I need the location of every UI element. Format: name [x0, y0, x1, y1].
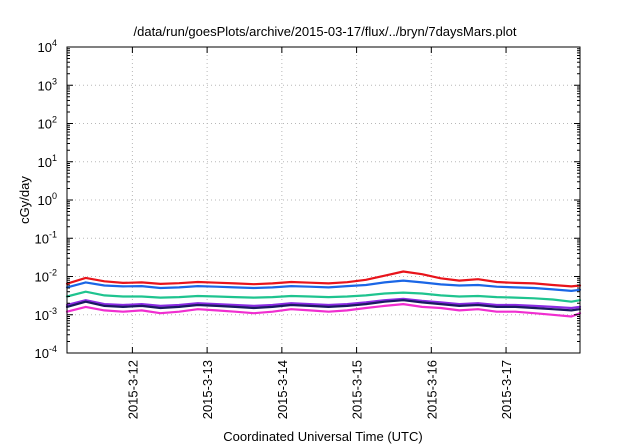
x-tick-label: 2015-3-15	[350, 360, 365, 419]
series-line-5	[65, 299, 582, 312]
series-line-6	[65, 303, 582, 318]
x-tick-label: 2015-3-16	[424, 360, 439, 419]
y-tick-label: 100	[38, 191, 57, 208]
chart-title: /data/run/goesPlots/archive/2015-03-17/f…	[134, 24, 517, 39]
y-tick-label: 103	[38, 76, 57, 93]
y-tick-label: 10-1	[35, 229, 57, 246]
series-line-3	[65, 290, 582, 303]
y-axis-label: cGy/day	[17, 176, 32, 224]
x-tick-label: 2015-3-14	[275, 360, 290, 419]
series-line-2	[65, 279, 582, 292]
x-tick-label: 2015-3-12	[125, 360, 140, 419]
series-group	[65, 270, 582, 318]
series-line-1	[65, 270, 582, 288]
y-tick-label: 104	[38, 38, 57, 55]
y-tick-label: 10-4	[35, 344, 57, 361]
x-tick-label: 2015-3-13	[200, 360, 215, 419]
y-tick-label: 10-3	[35, 306, 57, 323]
axes: 10-4 10-3 10-2 10-1 100 101 102 103 104 2015-3-12…	[35, 38, 580, 419]
y-tick-label: 101	[38, 153, 57, 170]
y-tick-label: 10-2	[35, 268, 57, 285]
x-tick-label: 2015-3-17	[499, 360, 514, 419]
x-axis-label: Coordinated Universal Time (UTC)	[223, 429, 422, 444]
y-tick-label: 102	[38, 115, 57, 132]
series-line-4	[65, 297, 582, 310]
grid	[67, 47, 580, 353]
